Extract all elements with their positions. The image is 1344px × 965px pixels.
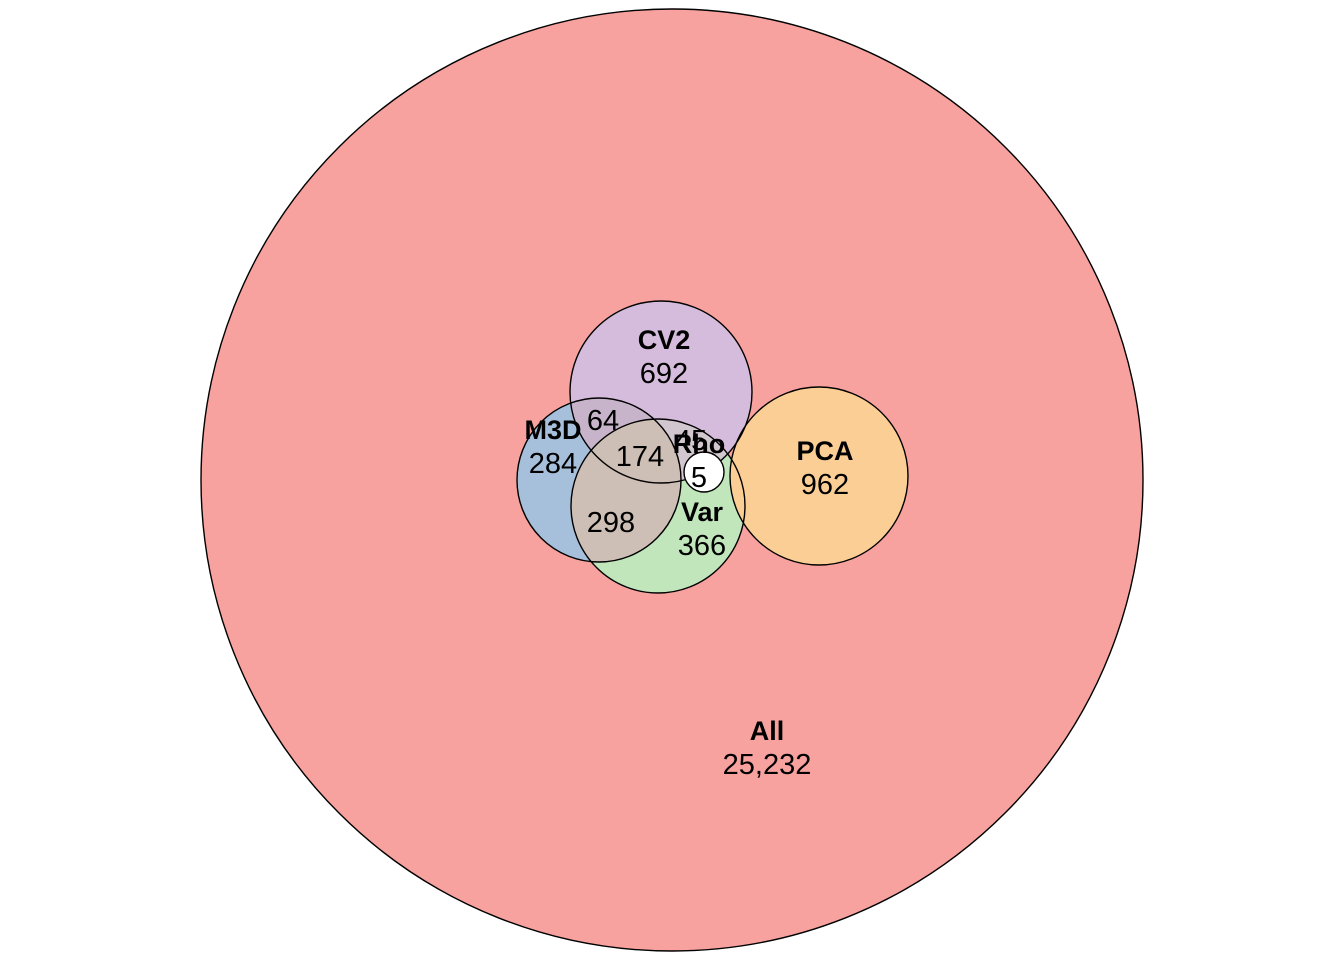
m3d-set-outline <box>516 397 682 563</box>
m3d-var-count: 298 <box>587 507 635 539</box>
m3d-var-overlap <box>571 419 681 562</box>
m3d-count: 284 <box>529 448 577 480</box>
rho-label: Rho <box>673 429 725 459</box>
pca-set-circle <box>729 386 909 566</box>
rho-count: 5 <box>691 462 707 494</box>
m3d-cv2-var-count: 174 <box>616 441 664 473</box>
var-label: Var <box>681 497 724 527</box>
pca-label: PCA <box>796 436 853 466</box>
cv2-set-outline <box>569 300 753 484</box>
all-label: All <box>750 716 785 746</box>
pca-count: 962 <box>801 469 849 501</box>
m3d-cv2-count: 64 <box>587 405 619 437</box>
all-count: 25,232 <box>723 749 812 781</box>
rho-set-circle <box>683 451 725 493</box>
var-set-outline <box>570 418 746 594</box>
cv2-var-count: 45 <box>675 425 707 457</box>
var-count: 366 <box>678 530 726 562</box>
m3d-label: M3D <box>524 415 581 445</box>
cv2-label: CV2 <box>638 325 691 355</box>
cv2-count: 692 <box>640 358 688 390</box>
